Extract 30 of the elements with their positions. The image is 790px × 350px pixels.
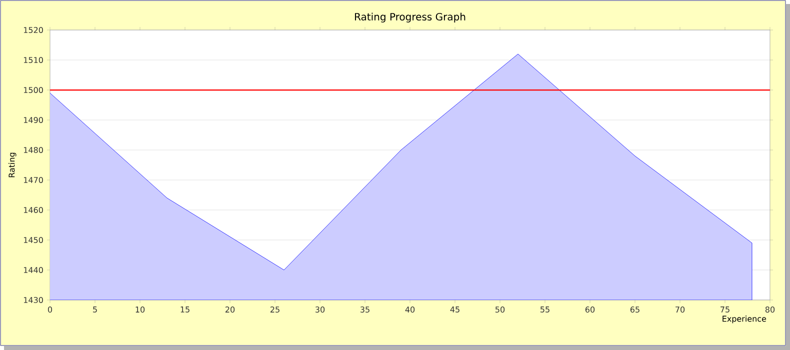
y-tick-label: 1490 [24,116,43,124]
chart-title: Rating Progress Graph [355,12,466,22]
y-tick-label: 1520 [24,26,43,34]
x-tick-label: 20 [225,306,235,313]
x-tick-label: 45 [450,306,460,312]
x-tick-label: 10 [136,306,145,313]
y-tick-label: 1500 [24,86,43,94]
y-tick-label: 1510 [24,56,43,64]
x-tick-label: 50 [496,306,505,313]
x-tick-label: 35 [360,306,370,313]
y-axis-title: Rating [8,152,16,178]
y-tick-label: 1430 [24,296,43,304]
x-tick-label: 40 [405,306,415,313]
y-tick-label: 1480 [24,146,43,154]
x-tick-label: 80 [765,306,775,313]
x-tick-label: 5 [93,306,97,312]
x-tick-label: 25 [270,306,280,313]
x-tick-label: 30 [316,306,325,313]
y-tick-label: 1450 [24,236,43,244]
x-tick-label: 0 [48,306,52,313]
x-tick-label: 65 [630,306,640,313]
x-tick-label: 15 [180,306,190,312]
x-tick-label: 70 [676,306,685,313]
y-tick-label: 1460 [24,206,43,214]
x-tick-label: 55 [540,306,550,312]
y-tick-label: 1440 [24,266,43,274]
x-axis-title: Experience [722,316,766,324]
x-tick-label: 75 [720,306,730,312]
y-tick-label: 1470 [24,176,43,184]
x-tick-label: 60 [585,306,595,313]
